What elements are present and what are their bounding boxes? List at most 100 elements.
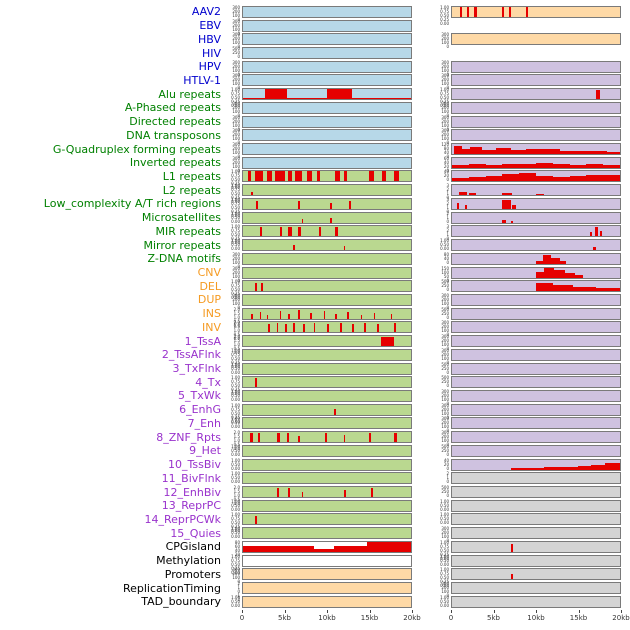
track-plot-left	[242, 211, 412, 224]
track-panel-right: 1.00 0.75 0.50 0.25 0.00	[435, 568, 621, 588]
data-bar	[536, 175, 553, 182]
data-bar	[327, 323, 329, 333]
y-tick-label: 200	[441, 585, 449, 591]
data-bar	[467, 6, 470, 17]
track-panel-left: 500 250 0	[226, 47, 412, 60]
track-label: 6_EnhG	[179, 403, 221, 417]
y-tick-label: 200	[232, 118, 240, 124]
y-tick-label: 100	[441, 81, 449, 87]
data-bar	[288, 313, 290, 319]
data-bar	[313, 323, 316, 333]
track-row: 12_EnhBiv 2.0 1.5 1.0 0.5 0.0 500 250 0	[0, 485, 630, 506]
track-plot-right	[451, 568, 621, 581]
y-tick-label: 200	[441, 530, 449, 536]
y-tick-label: 0.5	[233, 497, 240, 503]
y-tick-label: 200	[441, 420, 449, 426]
track-label: TAD_boundary	[141, 595, 221, 609]
track-panel-left: 300 200 100 0	[226, 156, 412, 172]
track-plot-right	[451, 88, 621, 101]
y-tick-label: 0	[446, 493, 449, 499]
y-tick-label: 0.75	[231, 228, 240, 234]
track-row: Directed repeats 300 200 100 0 300 200 100 0	[0, 115, 630, 131]
y-tick-label: 1	[446, 232, 449, 238]
y-tick-label: 100	[441, 136, 449, 142]
track-plot-right	[451, 143, 621, 156]
data-bar	[544, 467, 562, 470]
track-label: HBV	[197, 32, 221, 46]
y-axis-ticks: 300 200 100 0	[226, 568, 242, 584]
data-bar	[552, 284, 573, 292]
y-tick-label: 60	[443, 155, 449, 161]
y-tick-label: 300	[441, 430, 449, 436]
y-tick-label: 0.00	[231, 465, 240, 471]
track-plot-right	[451, 389, 621, 402]
y-tick-label: 0	[446, 304, 449, 310]
data-bar	[347, 311, 349, 319]
y-axis-ticks: 300 200 100 0	[226, 5, 242, 21]
y-tick-label: 200	[232, 104, 240, 110]
y-axis-ticks: 300 200 100 0	[435, 115, 451, 131]
track-plot-left	[242, 293, 412, 306]
y-tick-label: 0.50	[440, 547, 449, 553]
x-tick-label: 5kb	[278, 613, 291, 622]
y-tick-label: 0.00	[231, 569, 240, 575]
y-axis-ticks: 1.00 0.50 0.00	[226, 239, 242, 251]
y-tick-label: 0	[237, 304, 240, 310]
y-tick-label: 50	[443, 273, 449, 279]
track-panel-right: 40 20 0	[435, 170, 621, 183]
y-tick-label: 250	[441, 489, 449, 495]
y-tick-label: 200	[441, 63, 449, 69]
y-tick-label: 200	[232, 571, 240, 577]
data-bar	[279, 310, 282, 319]
y-tick-label: 200	[441, 118, 449, 124]
track-panel-left: 1.00 0.75 0.50 0.25 0.00	[226, 280, 412, 300]
track-label: 3_TxFlnk	[172, 362, 221, 376]
y-axis-ticks: 300 200 100 0	[435, 527, 451, 543]
track-row: HIV 500 250 0	[0, 46, 630, 60]
data-bar	[390, 313, 393, 319]
track-plot-right	[451, 527, 621, 540]
track-plot-right	[451, 403, 621, 416]
y-tick-label: 0.50	[231, 242, 240, 248]
y-tick-label: 2	[446, 471, 449, 477]
track-row: DEL 1.00 0.75 0.50 0.25 0.00 500 250 0	[0, 279, 630, 300]
data-bar	[370, 488, 373, 498]
y-tick-label: 0	[446, 442, 449, 448]
y-tick-label: 0.00	[231, 363, 240, 369]
data-bar	[544, 267, 555, 278]
track-panel-right	[435, 20, 621, 32]
data-bar	[502, 6, 505, 17]
track-panel-left: 300 200 100 0	[226, 5, 412, 21]
y-axis-ticks: 500 250 0	[435, 376, 451, 388]
y-tick-label: 250	[441, 379, 449, 385]
y-tick-label: 100	[232, 26, 240, 32]
data-bar	[340, 323, 343, 333]
track-panel-left: 300 200 100 0	[226, 252, 412, 268]
y-tick-label: 100	[232, 40, 240, 46]
track-panel-right: 300 200 100 0	[435, 321, 621, 337]
data-bar	[363, 323, 366, 333]
track-panel-left: 2 1 0 -1 -2	[226, 582, 412, 602]
y-tick-label: 1.0	[233, 314, 240, 320]
x-axis-left: 0 5kb 10kb 15kb 20kb	[240, 609, 421, 626]
data-bar	[482, 149, 496, 155]
data-bar	[243, 235, 411, 237]
y-tick-label: 0.00	[231, 528, 240, 534]
y-tick-label: 0.75	[231, 351, 240, 357]
y-axis-ticks: 500 250 0	[435, 486, 451, 498]
y-axis-ticks: 1.00 0.50 0.00	[226, 362, 242, 375]
data-bar	[276, 433, 280, 443]
y-tick-label: 200	[441, 324, 449, 330]
y-axis-ticks: 300 200 100 0	[226, 129, 242, 145]
track-label: 4_Tx	[195, 375, 221, 389]
data-bar	[453, 145, 463, 155]
y-tick-label: 200	[232, 146, 240, 152]
data-bar	[542, 255, 552, 264]
y-tick-label: 20	[234, 551, 240, 557]
y-tick-label: 300	[441, 292, 449, 298]
data-bar	[519, 164, 536, 168]
track-panel-left: 2.0 1.5 1.0 0.5 0.0	[226, 335, 412, 355]
